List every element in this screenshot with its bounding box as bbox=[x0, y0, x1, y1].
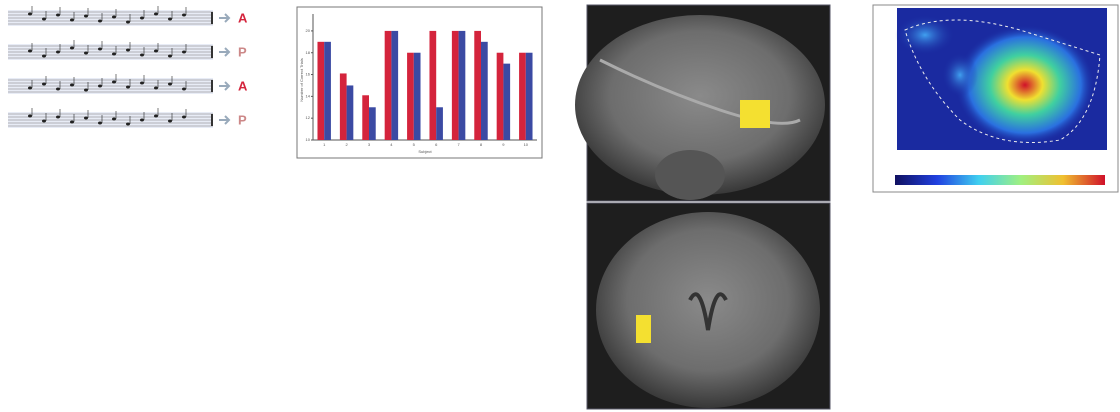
activation-blob bbox=[636, 315, 651, 343]
bar bbox=[503, 64, 510, 140]
note bbox=[182, 14, 186, 17]
bar bbox=[497, 53, 504, 140]
note bbox=[42, 55, 46, 58]
note bbox=[84, 15, 88, 18]
bar bbox=[324, 42, 331, 140]
figure: A P A P 10 12 14 16 18 20 Number of Correct Trials… bbox=[0, 0, 1120, 412]
y-tick-label: 12 bbox=[306, 115, 311, 120]
bar bbox=[407, 53, 414, 140]
page: {"staves": {"labels": ["A", "P", "A", "P… bbox=[0, 0, 1120, 412]
note bbox=[112, 53, 116, 56]
note bbox=[56, 88, 60, 91]
note bbox=[70, 47, 74, 50]
note bbox=[28, 87, 32, 90]
note bbox=[168, 55, 172, 58]
y-tick-label: 20 bbox=[306, 28, 311, 33]
bar bbox=[385, 31, 392, 140]
note bbox=[140, 17, 144, 20]
arrow bbox=[219, 14, 229, 22]
y-tick-label: 14 bbox=[306, 93, 311, 98]
note bbox=[70, 121, 74, 124]
note bbox=[126, 49, 130, 52]
note bbox=[168, 18, 172, 21]
stave-label: P bbox=[238, 44, 247, 59]
y-axis-label: Number of Correct Trials bbox=[299, 58, 304, 102]
note bbox=[84, 52, 88, 55]
y-tick-label: 16 bbox=[306, 72, 311, 77]
note bbox=[154, 50, 158, 53]
note bbox=[168, 120, 172, 123]
note bbox=[140, 82, 144, 85]
note bbox=[56, 116, 60, 119]
heatmap-blob bbox=[895, 15, 955, 55]
note bbox=[42, 18, 46, 21]
note bbox=[112, 81, 116, 84]
bar bbox=[481, 42, 488, 140]
arrow bbox=[219, 48, 229, 56]
stave-label: P bbox=[238, 112, 247, 127]
note bbox=[112, 16, 116, 19]
x-tick-label: 10 bbox=[524, 142, 529, 147]
x-axis-label: Subject bbox=[418, 149, 432, 154]
heatmap-blob bbox=[942, 53, 978, 97]
colorbar bbox=[895, 175, 1105, 185]
brain-tissue bbox=[596, 212, 820, 408]
bar bbox=[340, 73, 347, 140]
bar bbox=[391, 31, 398, 140]
stave-label: A bbox=[238, 78, 248, 93]
bar bbox=[526, 53, 533, 140]
note bbox=[42, 120, 46, 123]
note bbox=[112, 118, 116, 121]
activation-blob bbox=[740, 100, 770, 128]
bar bbox=[362, 95, 369, 140]
bar bbox=[519, 53, 526, 140]
bar bbox=[347, 85, 354, 140]
note bbox=[98, 48, 102, 51]
note bbox=[28, 50, 32, 53]
note bbox=[98, 20, 102, 23]
arrow bbox=[219, 82, 229, 90]
note bbox=[70, 19, 74, 22]
note bbox=[42, 83, 46, 86]
bar bbox=[414, 53, 421, 140]
cerebellum bbox=[655, 150, 725, 200]
note bbox=[140, 54, 144, 57]
note bbox=[140, 119, 144, 122]
note bbox=[98, 122, 102, 125]
note bbox=[154, 87, 158, 90]
note bbox=[28, 115, 32, 118]
note bbox=[154, 13, 158, 16]
note bbox=[126, 21, 130, 24]
bar bbox=[317, 42, 324, 140]
note bbox=[56, 14, 60, 17]
note bbox=[98, 85, 102, 88]
arrow bbox=[219, 116, 229, 124]
bar bbox=[369, 107, 376, 140]
bar bbox=[474, 31, 481, 140]
note bbox=[182, 51, 186, 54]
note bbox=[28, 13, 32, 16]
note bbox=[182, 116, 186, 119]
note bbox=[126, 123, 130, 126]
stave-label: A bbox=[238, 10, 248, 25]
note bbox=[154, 115, 158, 118]
note bbox=[84, 89, 88, 92]
y-tick-label: 10 bbox=[306, 137, 311, 142]
note bbox=[56, 51, 60, 54]
note bbox=[126, 86, 130, 89]
note bbox=[168, 83, 172, 86]
note bbox=[84, 117, 88, 120]
bar bbox=[429, 31, 436, 140]
bar bbox=[436, 107, 443, 140]
note bbox=[70, 84, 74, 87]
bar bbox=[452, 31, 459, 140]
bar bbox=[459, 31, 466, 140]
note bbox=[182, 88, 186, 91]
y-tick-label: 18 bbox=[306, 50, 311, 55]
